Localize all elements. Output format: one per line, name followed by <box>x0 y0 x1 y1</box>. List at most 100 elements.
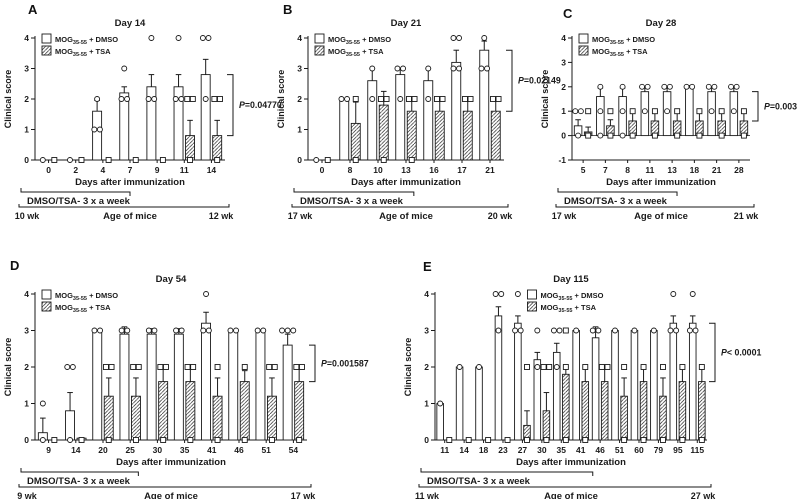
svg-text:21 wk: 21 wk <box>734 211 760 221</box>
svg-text:7: 7 <box>128 165 133 175</box>
svg-text:21: 21 <box>485 165 495 175</box>
svg-text:2: 2 <box>24 362 29 372</box>
svg-text:7: 7 <box>603 165 608 175</box>
svg-text:4: 4 <box>424 289 429 299</box>
svg-text:51: 51 <box>261 445 271 455</box>
svg-text:9: 9 <box>46 445 51 455</box>
svg-text:95: 95 <box>673 445 683 455</box>
svg-text:79: 79 <box>654 445 664 455</box>
svg-text:Days after immunization: Days after immunization <box>75 177 185 188</box>
svg-text:Day 14: Day 14 <box>115 18 146 29</box>
svg-text:MOG35-55 + DMSO: MOG35-55 + DMSO <box>540 291 603 302</box>
svg-text:P=0.02149: P=0.02149 <box>518 76 561 86</box>
svg-text:9: 9 <box>155 165 160 175</box>
svg-text:MOG35-55 + DMSO: MOG35-55 + DMSO <box>592 35 655 46</box>
panel-label-e: E <box>423 259 432 274</box>
svg-text:1: 1 <box>24 399 29 409</box>
svg-text:2: 2 <box>24 94 29 104</box>
svg-text:0: 0 <box>424 435 429 445</box>
svg-text:2: 2 <box>424 362 429 372</box>
svg-text:20 wk: 20 wk <box>488 211 514 221</box>
svg-text:MOG35-55 + DMSO: MOG35-55 + DMSO <box>328 35 391 46</box>
svg-text:2: 2 <box>561 82 566 92</box>
svg-text:Day 54: Day 54 <box>156 274 187 285</box>
svg-text:Day 21: Day 21 <box>391 18 422 29</box>
svg-text:30: 30 <box>153 445 163 455</box>
svg-text:DMSO/TSA- 3 x a week: DMSO/TSA- 3 x a week <box>300 196 404 207</box>
svg-text:11: 11 <box>440 445 449 455</box>
svg-text:18: 18 <box>690 165 700 175</box>
svg-text:54: 54 <box>289 445 299 455</box>
svg-text:28: 28 <box>734 165 744 175</box>
svg-text:12 wk: 12 wk <box>209 211 235 221</box>
svg-text:11: 11 <box>180 165 189 175</box>
svg-text:17 wk: 17 wk <box>552 211 578 221</box>
svg-text:46: 46 <box>595 445 605 455</box>
svg-text:0: 0 <box>297 155 302 165</box>
svg-text:4: 4 <box>24 289 29 299</box>
svg-text:1: 1 <box>297 125 302 135</box>
svg-text:Clinical score: Clinical score <box>403 338 413 397</box>
svg-text:2: 2 <box>73 165 78 175</box>
svg-text:46: 46 <box>234 445 244 455</box>
svg-text:21: 21 <box>712 165 722 175</box>
svg-text:Clinical score: Clinical score <box>540 70 550 129</box>
svg-text:-1: -1 <box>558 155 566 165</box>
svg-text:Age of mice: Age of mice <box>379 211 433 222</box>
svg-text:13: 13 <box>401 165 411 175</box>
svg-text:Clinical score: Clinical score <box>276 70 286 129</box>
panel-label-d: D <box>10 258 20 273</box>
svg-text:MOG35-55 + TSA: MOG35-55 + TSA <box>55 47 111 58</box>
svg-text:0: 0 <box>24 435 29 445</box>
svg-text:14: 14 <box>71 445 81 455</box>
svg-text:3: 3 <box>24 326 29 336</box>
svg-text:17: 17 <box>457 165 467 175</box>
svg-text:14: 14 <box>207 165 217 175</box>
svg-text:14: 14 <box>459 445 469 455</box>
svg-text:P=0.001587: P=0.001587 <box>321 358 369 368</box>
svg-text:1: 1 <box>24 125 29 135</box>
svg-text:0: 0 <box>24 155 29 165</box>
svg-text:Age of mice: Age of mice <box>544 491 598 499</box>
svg-text:8: 8 <box>625 165 630 175</box>
svg-text:Days after immunization: Days after immunization <box>606 177 716 188</box>
svg-text:Day 115: Day 115 <box>553 274 589 285</box>
svg-text:3: 3 <box>561 57 566 67</box>
svg-text:17 wk: 17 wk <box>291 491 317 499</box>
svg-text:5: 5 <box>581 165 586 175</box>
svg-text:4: 4 <box>24 33 29 43</box>
svg-text:11: 11 <box>645 165 654 175</box>
svg-text:25: 25 <box>125 445 135 455</box>
svg-text:MOG35-55 + TSA: MOG35-55 + TSA <box>55 303 111 314</box>
svg-text:23: 23 <box>498 445 508 455</box>
svg-text:115: 115 <box>690 445 704 455</box>
svg-text:Days after immunization: Days after immunization <box>516 457 626 468</box>
svg-text:30: 30 <box>537 445 547 455</box>
svg-text:DMSO/TSA- 3 x a week: DMSO/TSA- 3 x a week <box>564 196 668 207</box>
svg-text:Age of mice: Age of mice <box>634 211 688 222</box>
svg-text:20: 20 <box>98 445 108 455</box>
panel-label-a: A <box>28 2 38 17</box>
svg-text:MOG35-55 + TSA: MOG35-55 + TSA <box>592 47 648 58</box>
svg-text:60: 60 <box>634 445 644 455</box>
svg-text:DMSO/TSA- 3 x a week: DMSO/TSA- 3 x a week <box>27 196 131 207</box>
svg-text:Days after immunization: Days after immunization <box>351 177 461 188</box>
svg-text:MOG35-55 + TSA: MOG35-55 + TSA <box>540 303 596 314</box>
svg-text:4: 4 <box>100 165 105 175</box>
svg-text:27: 27 <box>518 445 528 455</box>
svg-text:DMSO/TSA- 3 x a week: DMSO/TSA- 3 x a week <box>27 476 131 487</box>
svg-text:27 wk: 27 wk <box>691 491 717 499</box>
svg-text:3: 3 <box>297 64 302 74</box>
svg-text:Clinical score: Clinical score <box>3 338 13 397</box>
svg-text:Age of mice: Age of mice <box>103 211 157 222</box>
panel-label-c: C <box>563 6 573 21</box>
svg-text:DMSO/TSA- 3 x a week: DMSO/TSA- 3 x a week <box>427 476 531 487</box>
svg-text:MOG35-55 + TSA: MOG35-55 + TSA <box>328 47 384 58</box>
svg-text:0: 0 <box>320 165 325 175</box>
svg-text:0: 0 <box>561 131 566 141</box>
svg-text:9 wk: 9 wk <box>17 491 38 499</box>
svg-text:35: 35 <box>180 445 190 455</box>
svg-text:35: 35 <box>557 445 567 455</box>
svg-text:Clinical score: Clinical score <box>3 70 13 129</box>
panel-label-b: B <box>283 2 293 17</box>
